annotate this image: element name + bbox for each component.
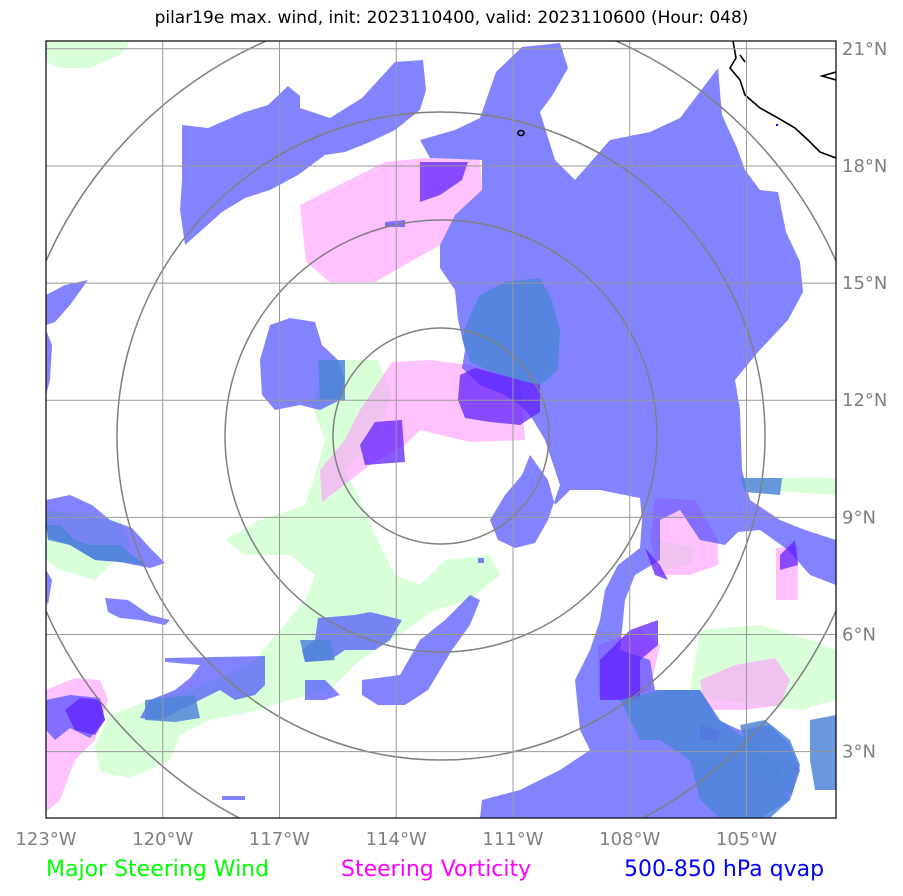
- x-tick-label: 120°W: [132, 829, 193, 850]
- y-tick-label: 9°N: [842, 507, 876, 528]
- qvap-wind-overlap: [46, 278, 836, 818]
- range-rings: [46, 41, 836, 818]
- y-tick-label: 3°N: [842, 742, 876, 763]
- legend-qvap: 500-850 hPa qvap: [624, 857, 825, 882]
- x-tick-label: 117°W: [249, 829, 310, 850]
- gridlines: [46, 41, 836, 818]
- x-tick-label: 111°W: [482, 829, 543, 850]
- map-frame: [45, 40, 837, 819]
- x-tick-label: 105°W: [716, 829, 777, 850]
- y-tick-label: 21°N: [842, 39, 887, 60]
- x-tick-label: 108°W: [599, 829, 660, 850]
- legend-steering-vorticity: Steering Vorticity: [341, 857, 532, 882]
- y-tick-label: 18°N: [842, 156, 887, 177]
- y-tick-label: 15°N: [842, 273, 887, 294]
- island-dot: [775, 123, 779, 127]
- y-tick-label: 6°N: [842, 624, 876, 645]
- map-title: pilar19e max. wind, init: 2023110400, va…: [154, 8, 749, 28]
- x-tick-label: 123°W: [15, 829, 76, 850]
- legend-steering-wind: Major Steering Wind: [46, 857, 270, 882]
- tick-labels: 123°W 120°W 117°W 114°W 111°W 108°W 105°W 21°N 1…: [15, 39, 887, 850]
- x-tick-label: 114°W: [366, 829, 427, 850]
- y-tick-label: 12°N: [842, 390, 887, 411]
- coastline: [517, 41, 836, 159]
